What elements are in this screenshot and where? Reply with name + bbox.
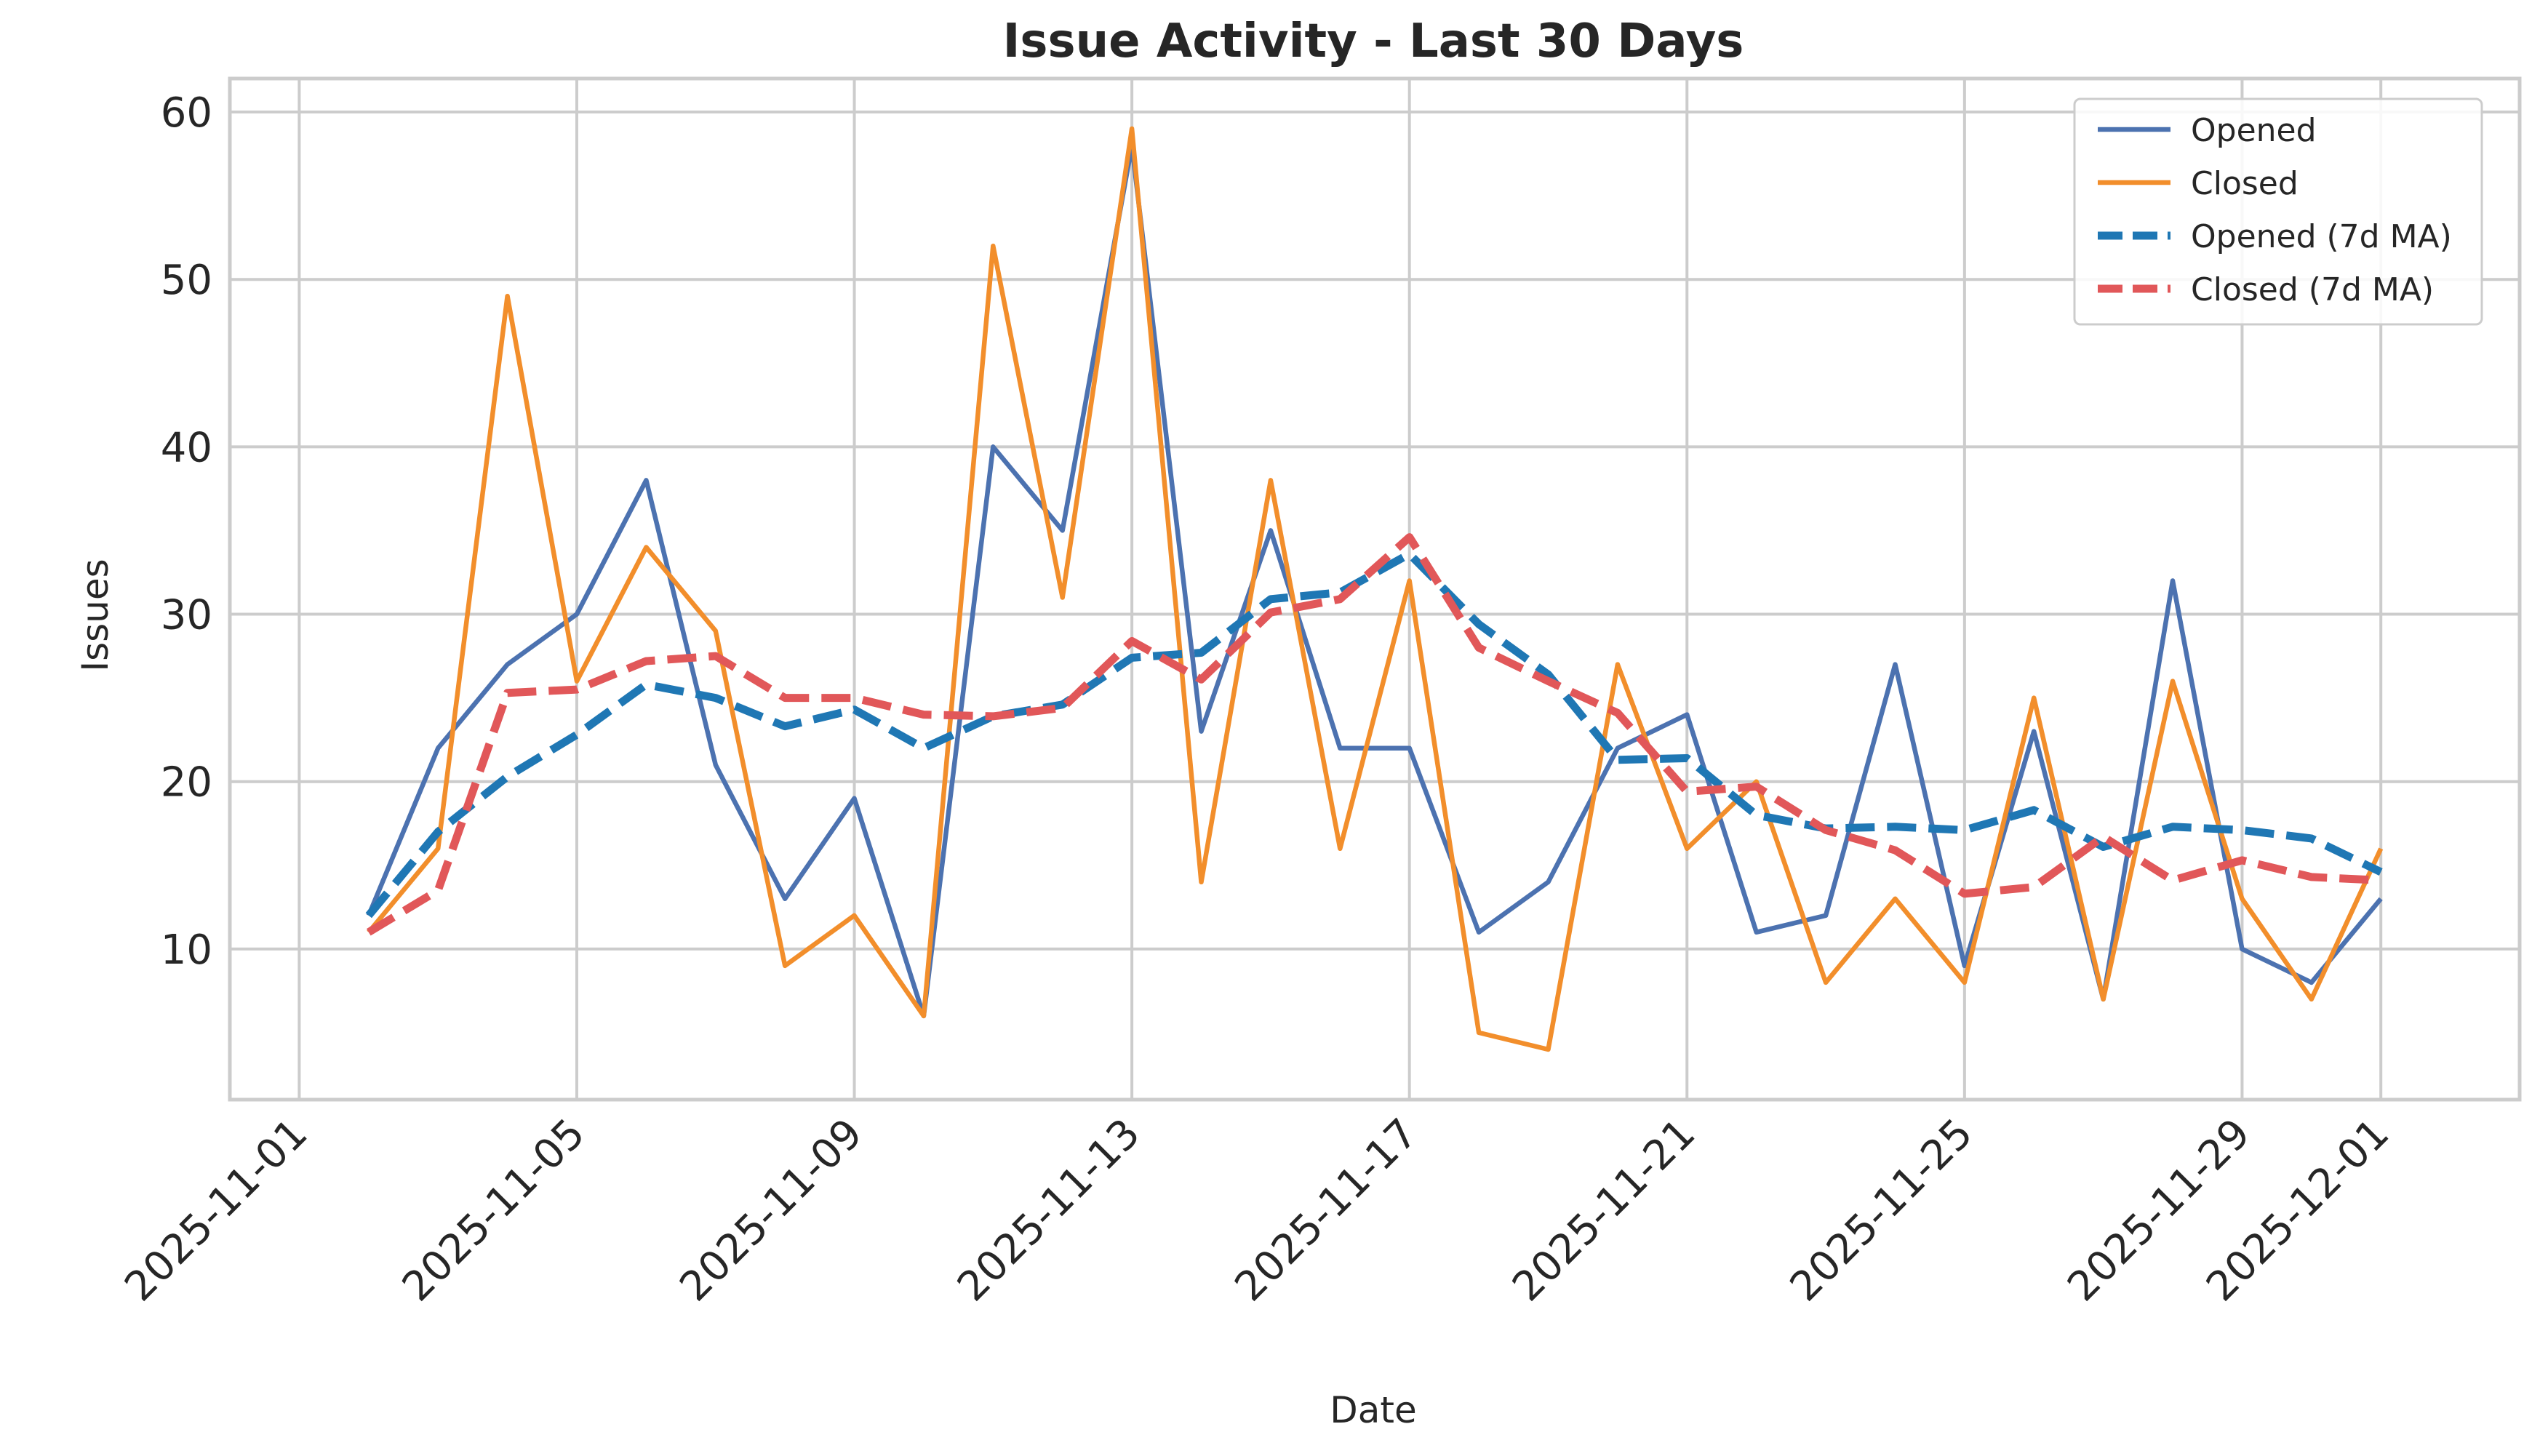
y-tick-label: 50 bbox=[161, 257, 212, 304]
y-axis-ticks: 10 20 30 40 50 60 bbox=[161, 89, 212, 974]
chart-title: Issue Activity - Last 30 Days bbox=[1003, 15, 1744, 68]
y-tick-label: 20 bbox=[161, 759, 212, 807]
series-line-opened bbox=[366, 143, 2383, 1019]
legend-label: Opened (7d MA) bbox=[2191, 218, 2452, 255]
series-lines bbox=[365, 126, 2384, 1052]
x-axis-label: Date bbox=[1330, 1389, 1417, 1431]
series-line-closed-7d-ma bbox=[366, 533, 2381, 936]
y-tick-label: 10 bbox=[161, 927, 212, 974]
y-axis-label: Issues bbox=[74, 559, 116, 671]
legend-label: Closed bbox=[2191, 165, 2299, 202]
legend-label: Opened bbox=[2191, 112, 2317, 149]
y-tick-label: 30 bbox=[161, 592, 212, 639]
series-line-opened-7d-ma bbox=[365, 550, 2383, 919]
y-tick-label: 40 bbox=[161, 424, 212, 471]
legend-entries: Opened Closed Opened (7d MA) Closed (7d MA) bbox=[2098, 112, 2452, 308]
series-line-closed bbox=[367, 126, 2384, 1052]
legend: Opened Closed Opened (7d MA) Closed (7d MA) bbox=[2073, 97, 2483, 326]
plot-frame bbox=[228, 76, 2522, 1102]
y-tick-label: 60 bbox=[161, 89, 212, 137]
legend-box bbox=[2073, 97, 2483, 326]
legend-label: Closed (7d MA) bbox=[2191, 271, 2434, 308]
